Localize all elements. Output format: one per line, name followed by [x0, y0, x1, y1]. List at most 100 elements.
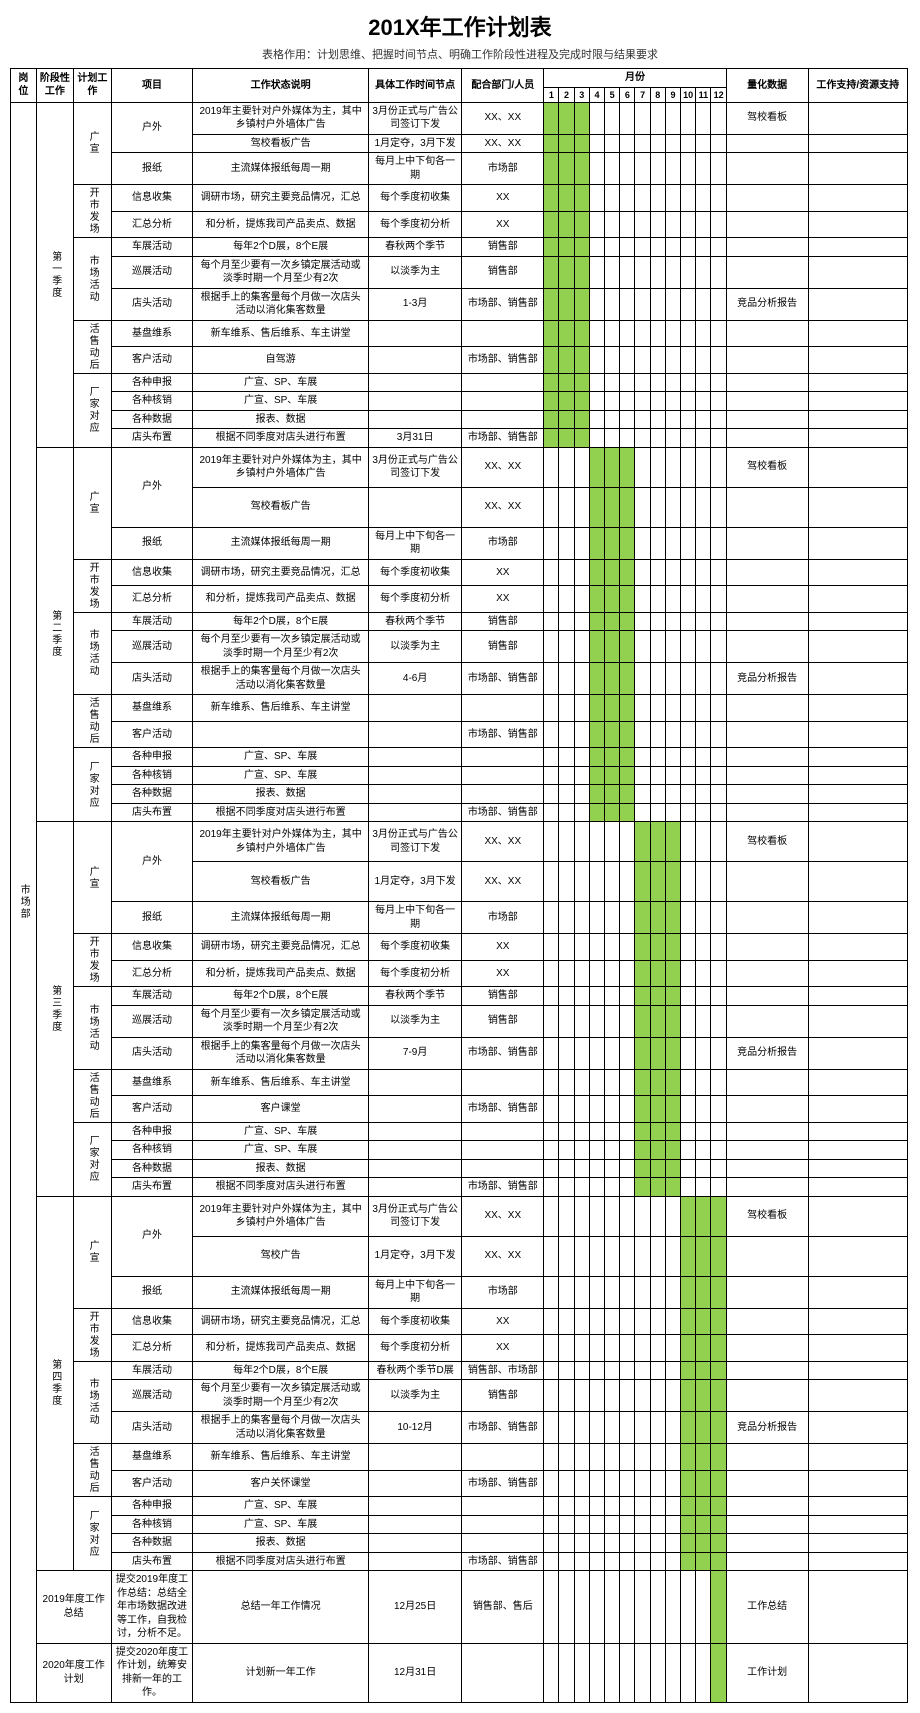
month-cell	[650, 238, 665, 257]
peihe-cell: XX	[462, 1308, 544, 1335]
month-cell	[650, 410, 665, 429]
zhichi-cell	[808, 238, 907, 257]
lianghua-cell: 驾校看板	[726, 447, 808, 487]
month-cell	[589, 392, 604, 411]
month-cell	[696, 1361, 711, 1380]
month-cell	[574, 1178, 589, 1197]
jiedian-cell: 春秋两个季节	[368, 612, 462, 631]
month-cell	[635, 1276, 650, 1308]
header-month: 9	[665, 87, 680, 102]
month-cell	[620, 631, 635, 663]
month-cell	[620, 1096, 635, 1123]
month-cell	[696, 1141, 711, 1160]
month-cell	[544, 1178, 559, 1197]
table-row: 第三季度广宣户外2019年主要针对户外媒体为主，其中乡镇村户外墙体广告3月份正式…	[11, 822, 908, 862]
peihe-cell: 销售部、售后	[462, 1571, 544, 1644]
month-cell	[574, 1571, 589, 1644]
month-cell	[544, 429, 559, 448]
table-row: 市场活动车展活动每年2个D展，8个E展春秋两个季节D展销售部、市场部	[11, 1361, 908, 1380]
month-cell	[589, 1444, 604, 1471]
xiangmu-cell: 信息收集	[111, 934, 193, 961]
zhichi-cell	[808, 1571, 907, 1644]
month-cell	[574, 102, 589, 134]
month-cell	[650, 1571, 665, 1644]
page-subtitle: 表格作用：计划思维、把握时间节点、明确工作阶段性进程及完成时限与结果要求	[10, 46, 910, 62]
month-cell	[681, 1412, 696, 1444]
month-cell	[620, 960, 635, 987]
month-cell	[650, 185, 665, 212]
month-cell	[574, 1141, 589, 1160]
table-row: 汇总分析和分析，提炼我司产品卖点、数据每个季度初分析XX	[11, 211, 908, 238]
lianghua-cell	[726, 1470, 808, 1497]
month-cell	[635, 612, 650, 631]
month-cell	[665, 447, 680, 487]
month-cell	[559, 1069, 574, 1096]
month-cell	[544, 1276, 559, 1308]
month-cell	[589, 134, 604, 153]
month-cell	[620, 1069, 635, 1096]
table-row: 巡展活动每个月至少要有一次乡镇定展活动或淡季时期一个月至少有2次以淡季为主销售部	[11, 1380, 908, 1412]
month-cell	[620, 785, 635, 804]
xiangmu-cell: 店头活动	[111, 663, 193, 695]
jiedian-cell: 3月份正式与广告公司签订下发	[368, 102, 462, 134]
month-cell	[574, 410, 589, 429]
month-cell	[711, 748, 726, 767]
month-cell	[665, 1335, 680, 1362]
month-cell	[589, 1643, 604, 1702]
month-cell	[559, 803, 574, 822]
lianghua-cell	[726, 960, 808, 987]
month-cell	[650, 559, 665, 586]
month-cell	[589, 238, 604, 257]
month-cell	[711, 1552, 726, 1571]
peihe-cell	[462, 373, 544, 392]
month-cell	[620, 1037, 635, 1069]
zhichi-cell	[808, 748, 907, 767]
month-cell	[589, 256, 604, 288]
month-cell	[544, 1534, 559, 1553]
month-cell	[559, 1196, 574, 1236]
zhichi-cell	[808, 1444, 907, 1471]
month-cell	[574, 1412, 589, 1444]
jihua-cell: 厂家对应	[74, 373, 111, 447]
xiangmu-cell: 基盘维系	[111, 1444, 193, 1471]
month-cell	[635, 211, 650, 238]
zhichi-cell	[808, 862, 907, 902]
xiangmu-cell: 巡展活动	[111, 1380, 193, 1412]
jiedian-cell	[368, 1444, 462, 1471]
month-cell	[544, 320, 559, 347]
table-row: 各种数据报表、数据	[11, 785, 908, 804]
jiedian-cell	[368, 803, 462, 822]
lianghua-cell: 驾校看板	[726, 822, 808, 862]
month-cell	[605, 1069, 620, 1096]
month-cell	[574, 785, 589, 804]
month-cell	[574, 373, 589, 392]
table-row: 各种数据报表、数据	[11, 1534, 908, 1553]
month-cell	[696, 185, 711, 212]
month-cell	[620, 902, 635, 934]
zhichi-cell	[808, 1335, 907, 1362]
month-cell	[681, 1470, 696, 1497]
jiedian-cell: 3月份正式与广告公司签订下发	[368, 1196, 462, 1236]
month-cell	[574, 1122, 589, 1141]
xiangmu-cell: 巡展活动	[111, 1005, 193, 1037]
jiedian-cell: 1月定夺，3月下发	[368, 134, 462, 153]
month-cell	[650, 721, 665, 748]
month-cell	[711, 1196, 726, 1236]
shuoming-cell: 广宣、SP、车展	[193, 748, 368, 767]
shuoming-cell: 每个月至少要有一次乡镇定展活动或淡季时期一个月至少有2次	[193, 1005, 368, 1037]
xiangmu-cell: 报纸	[111, 902, 193, 934]
month-cell	[711, 134, 726, 153]
month-cell	[620, 1643, 635, 1702]
xiangmu-cell: 各种申报	[111, 1497, 193, 1516]
month-cell	[635, 487, 650, 527]
month-cell	[650, 1497, 665, 1516]
lianghua-cell	[726, 1276, 808, 1308]
xiangmu-cell: 户外	[111, 102, 193, 153]
table-row: 2019年度工作总结提交2019年度工作总结：总结全年市场数据改进等工作，自我检…	[11, 1571, 908, 1644]
month-cell	[635, 862, 650, 902]
month-cell	[544, 256, 559, 288]
month-cell	[574, 1361, 589, 1380]
month-cell	[620, 1412, 635, 1444]
month-cell	[589, 631, 604, 663]
jiedian-cell	[368, 1069, 462, 1096]
